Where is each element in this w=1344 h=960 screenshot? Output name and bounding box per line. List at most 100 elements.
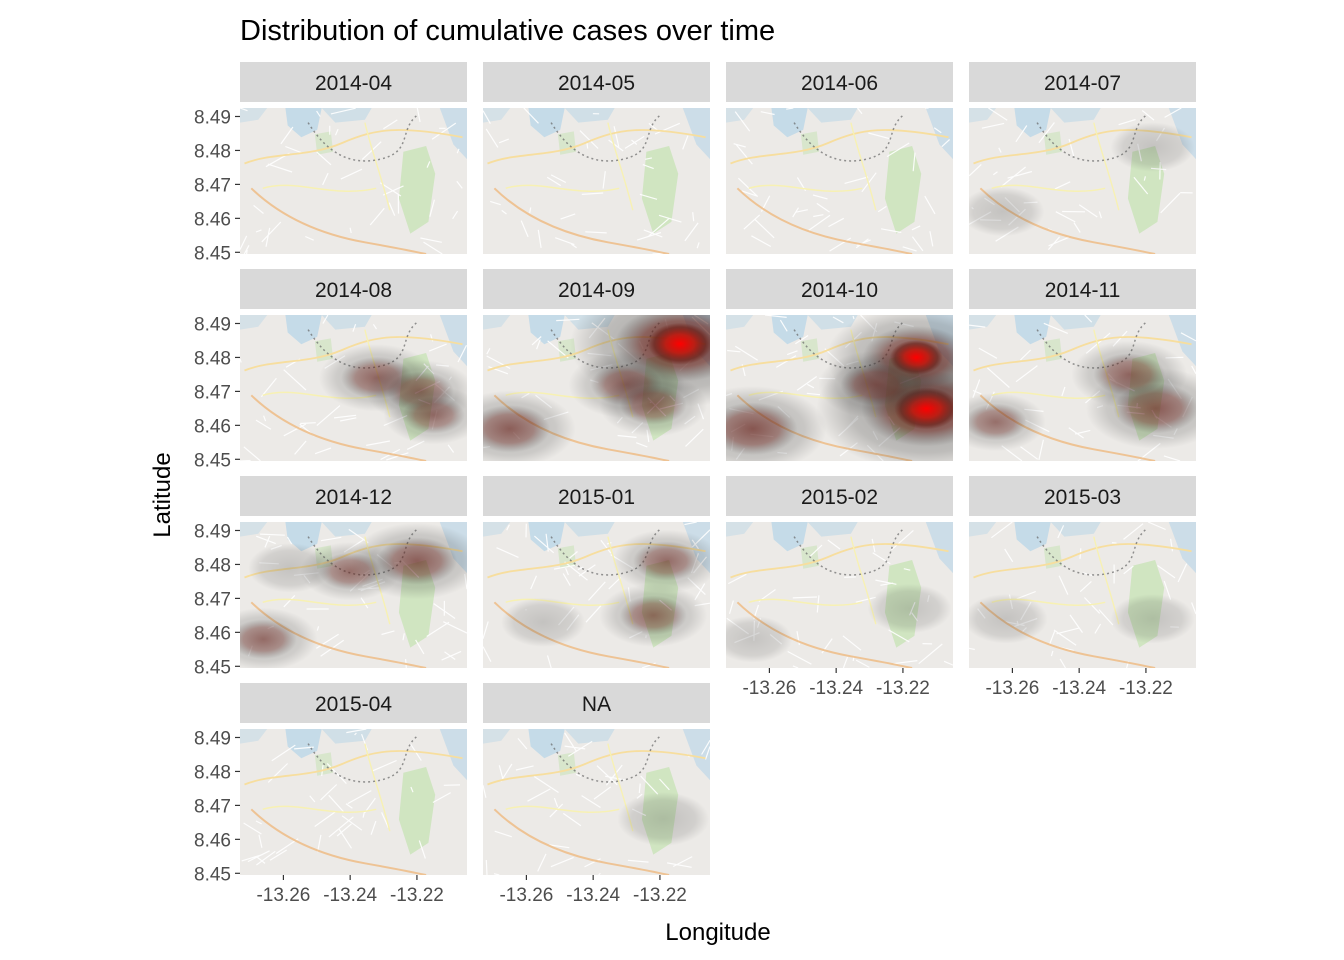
hotspot-core [619,595,687,636]
facet-strip-label: 2015-04 [315,693,392,716]
facet-strip-label: 2014-07 [1044,72,1121,95]
y-tick-label: 8.45 [194,864,231,885]
density-hotspot [726,615,793,663]
facet-strip-label: 2015-01 [558,486,635,509]
density-hotspot [483,390,576,461]
facet-strip-label: 2014-08 [315,279,392,302]
x-tick-label: -13.24 [566,885,620,906]
hotspot-core [1093,353,1165,396]
facet-strip-label: 2014-12 [315,486,392,509]
facet-strip [969,62,1196,102]
y-axis: 8.45 8.46 8.47 8.48 8.49 [194,728,240,885]
facet-panel-2015-03: 2015-03 -13.26 -13.24 -13.22 [969,476,1196,699]
basemap [726,108,953,254]
y-axis: 8.45 8.46 8.47 8.48 8.49 [194,314,240,471]
y-tick-label: 8.46 [194,209,231,230]
density-hotspot [599,373,708,437]
facet-panel-2015-04: 2015-04 8.45 8.46 8.47 8.48 8.49 -13.26 -13.24-… [194,683,467,906]
hotspot-halo [248,543,333,593]
y-tick-label: 8.45 [194,450,231,471]
facet-panel-2015-02: 2015-02 -13.26 -13.24 -13.22 [726,476,953,699]
density-hotspot [240,607,318,668]
facet-strip [240,269,467,309]
facet-strip [483,269,710,309]
y-tick-label: 8.45 [194,657,231,678]
x-axis: -13.26 -13.24 -13.22 [499,875,687,906]
y-tick-label: 8.48 [194,348,231,369]
facet-strip [240,62,467,102]
facet-panel-2014-10: 2014-10 [726,269,953,461]
hotspot-halo [1110,594,1195,644]
x-tick-label: -13.24 [1052,678,1106,699]
density-hotspot [818,350,935,419]
facet-strip-label: 2014-04 [315,72,392,95]
facet-panels: 2014-04 8.45 8.46 8.47 8.48 8.49 2014-05 2014-0… [194,62,1196,906]
facet-strip-label: 2015-02 [801,486,878,509]
hotspot-halo [617,791,710,846]
x-tick-label: -13.22 [876,678,930,699]
y-tick-label: 8.49 [194,728,231,749]
y-tick-label: 8.46 [194,830,231,851]
density-hotspot [1071,340,1188,409]
basemap [240,108,467,254]
facet-strip-label: 2015-03 [1044,486,1121,509]
density-hotspot [383,385,467,445]
x-tick-label: -13.24 [809,678,863,699]
x-tick-label: -13.24 [323,885,377,906]
basemap [483,108,710,254]
facet-strip [240,683,467,723]
y-tick-label: 8.49 [194,521,231,542]
hotspot-halo [501,597,586,647]
facet-panel-2014-12: 2014-12 8.45 8.46 8.47 8.48 8.49 [194,476,467,678]
y-tick-label: 8.49 [194,107,231,128]
x-tick-label: -13.26 [499,885,553,906]
y-tick-label: 8.48 [194,555,231,576]
hotspot-core [969,403,1027,441]
facet-panel-2014-09: 2014-09 [483,269,710,461]
y-tick-label: 8.46 [194,416,231,437]
facet-strip [726,269,953,309]
facet-strip-label: 2014-11 [1045,279,1121,302]
y-tick-label: 8.45 [194,243,231,264]
density-hotspot [969,392,1046,452]
facet-strip-label: 2014-06 [801,72,878,95]
hotspot-core [240,619,297,659]
hotspot-core [726,402,798,456]
hotspot-core [633,541,701,581]
y-tick-label: 8.49 [194,314,231,335]
basemap [240,729,467,875]
facet-strip [483,476,710,516]
y-axis-title: Latitude [149,452,176,537]
hotspot-halo [867,583,952,634]
hotspot-halo [1110,122,1195,172]
y-tick-label: 8.47 [194,589,231,610]
facet-strip-label: NA [582,693,611,716]
x-tick-label: -13.26 [985,678,1039,699]
facet-strip [726,62,953,102]
y-tick-label: 8.48 [194,141,231,162]
density-hotspot [867,583,952,634]
hotspot-halo [726,615,793,663]
y-axis: 8.45 8.46 8.47 8.48 8.49 [194,107,240,264]
y-tick-label: 8.47 [194,382,231,403]
facet-strip [969,476,1196,516]
hotspot-halo [969,186,1045,237]
facet-strip [240,476,467,516]
x-axis: -13.26 -13.24 -13.22 [985,668,1173,699]
chart-title: Distribution of cumulative cases over ti… [240,15,775,47]
hotspot-peak [647,322,710,365]
x-tick-label: -13.26 [256,885,310,906]
density-hotspot [1110,122,1195,172]
facet-strip [483,683,710,723]
x-axis: -13.26 -13.24 -13.22 [742,668,930,699]
hotspot-halo [969,594,1048,644]
density-hotspot [248,543,333,593]
facet-strip-label: 2014-10 [801,279,878,302]
x-tick-label: -13.22 [633,885,687,906]
facet-panel-2014-11: 2014-11 [969,269,1196,461]
density-hotspot [599,583,708,647]
density-hotspot [617,791,710,846]
y-tick-label: 8.47 [194,796,231,817]
density-hotspot [612,529,710,593]
